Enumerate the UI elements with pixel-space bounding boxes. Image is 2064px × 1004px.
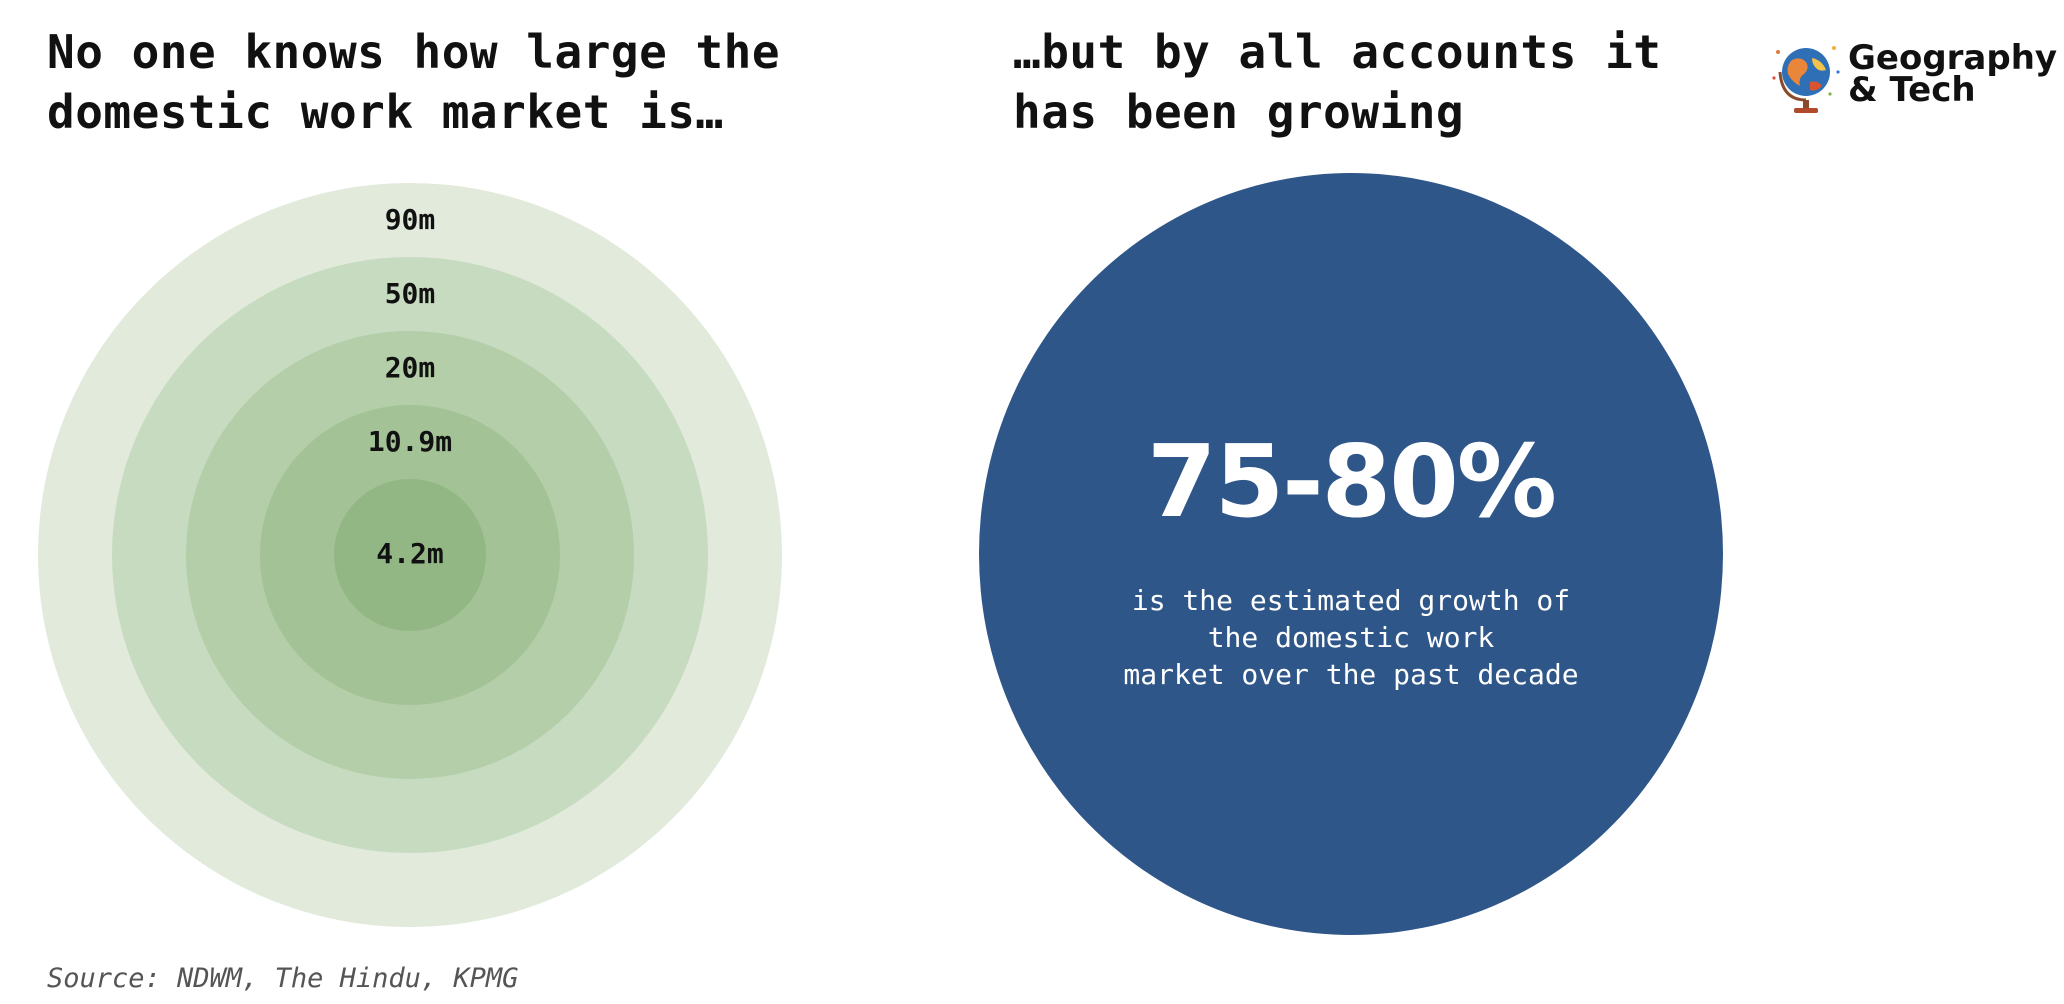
source-note: Source: NDWM, The Hindu, KPMG — [47, 963, 519, 994]
nested-circles-chart: 90m 50m 20m 10.9m 4.2m — [38, 183, 782, 927]
ring-label-10.9m: 10.9m — [368, 425, 452, 458]
ring-label-20m: 20m — [385, 351, 436, 384]
growth-circle — [979, 173, 1723, 935]
brand-logo: Geography & Tech — [1770, 38, 2057, 118]
globe-icon — [1772, 46, 1840, 113]
growth-stat-caption: is the estimated growth of the domestic … — [1123, 584, 1579, 691]
logo-text: Geography & Tech — [1848, 38, 2058, 110]
right-chart-title: …but by all accounts it has been growing — [1013, 25, 1662, 139]
ring-label-4.2m: 4.2m — [376, 537, 443, 570]
left-chart-title: No one knows how large the domestic work… — [47, 25, 781, 139]
ring-label-90m: 90m — [385, 203, 436, 236]
ring-4.2m — [334, 479, 486, 631]
ring-label-50m: 50m — [385, 277, 436, 310]
growth-stat-value: 75-80% — [1146, 423, 1557, 540]
